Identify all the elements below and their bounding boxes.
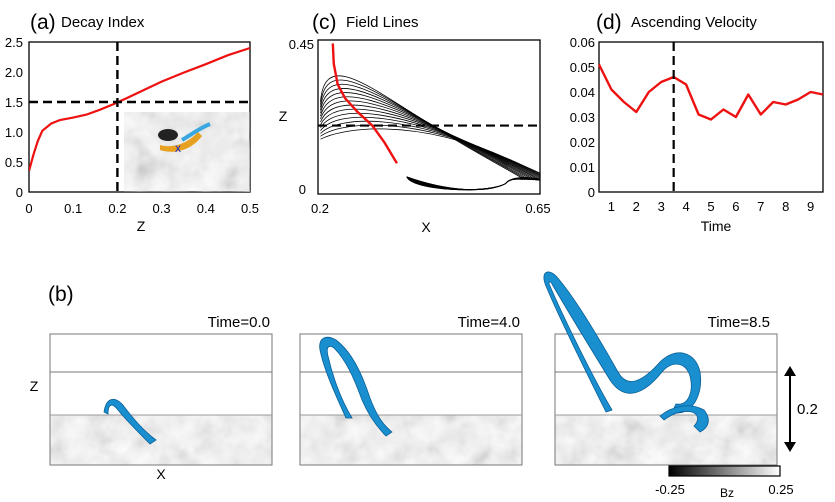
colorbar-gradient	[668, 465, 781, 477]
snapshot-2: Time=4.0	[299, 314, 523, 466]
panel-a-decay-curve	[29, 46, 250, 172]
panel-c-xtick-right: 0.65	[525, 201, 550, 216]
panel-a-xtick-label: 0.4	[197, 201, 215, 216]
snapshot-3-flux-rope	[543, 271, 702, 414]
snapshot-3-rope-foot	[659, 405, 709, 433]
colorbar: -0.25 Bz 0.25	[655, 465, 794, 500]
panel-d-ytick-label: 0.01	[570, 160, 595, 175]
scale-bar-label: 0.2	[797, 401, 818, 418]
snapshot-3-box	[554, 333, 778, 466]
panel-c-chart: 0.45 0 0.2 0.65 X Z	[279, 37, 551, 235]
panel-d-ytick-label: 0.04	[570, 85, 595, 100]
scale-bar-arrow-up	[784, 366, 796, 376]
panel-c-field-lines	[320, 75, 540, 191]
panel-d-xtick-label: 7	[757, 199, 764, 214]
panel-c-ytick-top: 0.45	[289, 37, 314, 52]
panel-d-xtick-label: 6	[732, 199, 739, 214]
panel-a-inset: x	[124, 112, 250, 192]
snapshot-3-magnetogram	[555, 415, 777, 465]
panel-d-xtick-label: 1	[608, 199, 615, 214]
inset-magnetogram	[124, 112, 250, 192]
panel-a-xlabel: Z	[137, 218, 146, 234]
colorbar-max-label: 0.25	[768, 482, 793, 497]
panel-d-ytick-label: 0.03	[570, 110, 595, 125]
panel-d-xticks: 1 2 3 4 5 6 7 8 9	[608, 199, 814, 214]
inset-dark-spot	[158, 129, 178, 141]
scale-bar: 0.2	[784, 366, 818, 452]
panel-d-ytick-label: 0.05	[570, 60, 595, 75]
panel-a-ytick-label: 0.5	[5, 155, 23, 170]
panel-d-letter: (d)	[596, 11, 622, 34]
snapshot-2-flux-rope	[319, 336, 393, 437]
colorbar-title: Bz	[720, 486, 734, 500]
panel-a-xtick-label: 0.3	[153, 201, 171, 216]
snapshot-1-flux-rope	[103, 398, 157, 445]
panel-a-ytick-label: 1.5	[5, 95, 23, 110]
inset-blue-rope	[180, 122, 211, 142]
snapshot-1-magnetogram	[50, 415, 272, 465]
panel-a-chart: 0 0.5 1.0 1.5 2.0 2.5 0 0.1 0.2 0.3 0.4 0.5 x Z	[5, 35, 259, 234]
inset-orange-ribbon	[160, 132, 202, 152]
panel-d-yticks: 0 0.01 0.02 0.03 0.04 0.05 0.06	[570, 35, 595, 200]
panel-a-xtick-label: 0	[25, 201, 32, 216]
panel-c-frame	[317, 39, 541, 195]
snapshot-3-label: Time=8.5	[708, 314, 770, 331]
panel-c-ylabel: Z	[279, 108, 288, 124]
panel-a-ytick-label: 2.0	[5, 65, 23, 80]
panel-a-ytick-label: 0	[16, 185, 23, 200]
snapshot-1: Time=0.0	[49, 314, 273, 466]
panel-b-snapshots: Time=0.0 Time=4.0 Time=8.5 Z X	[30, 271, 818, 500]
panel-d-xtick-label: 3	[658, 199, 665, 214]
panel-d-title: Ascending Velocity	[631, 14, 757, 31]
panel-a-title: Decay Index	[61, 14, 145, 31]
panel-b-x-label: X	[156, 466, 166, 482]
snapshot-2-box	[299, 333, 523, 466]
panel-d-xtick-label: 9	[807, 199, 814, 214]
snapshot-1-label: Time=0.0	[208, 314, 270, 331]
panel-a-xtick-label: 0.2	[108, 201, 126, 216]
panel-b-letter: (b)	[48, 283, 74, 306]
panel-d-xlabel: Time	[701, 218, 732, 234]
snapshot-2-magnetogram	[300, 415, 522, 465]
panel-a-xtick-label: 0.5	[241, 201, 259, 216]
snapshot-2-label: Time=4.0	[458, 314, 520, 331]
panel-c-xlabel: X	[421, 219, 431, 235]
colorbar-min-label: -0.25	[655, 482, 685, 497]
panel-a-letter: (a)	[30, 11, 56, 34]
panel-a-ytick-label: 2.5	[5, 35, 23, 50]
panel-d-xtick-label: 4	[682, 199, 689, 214]
panel-d-xtick-label: 5	[707, 199, 714, 214]
panel-d-velocity-curve	[597, 63, 824, 121]
panel-d-xtick-label: 8	[782, 199, 789, 214]
panel-a-yticks: 0 0.5 1.0 1.5 2.0 2.5	[5, 35, 23, 200]
panel-c-title: Field Lines	[346, 14, 419, 31]
snapshot-1-box	[49, 333, 273, 466]
panel-c-highlight-line	[331, 43, 398, 164]
scale-bar-arrow-down	[784, 442, 796, 452]
panel-d-frame	[598, 41, 824, 193]
panel-d-ytick-label: 0.02	[570, 135, 595, 150]
panel-c-xtick-left: 0.2	[311, 201, 329, 216]
field-line	[320, 128, 540, 191]
panel-d-ytick-label: 0	[588, 185, 595, 200]
panel-a-xtick-label: 0.1	[64, 201, 82, 216]
panel-a-xticks: 0 0.1 0.2 0.3 0.4 0.5	[25, 201, 259, 216]
panel-c-ytick-bottom: 0	[299, 182, 306, 197]
panel-a-ytick-label: 1.0	[5, 125, 23, 140]
panel-b-z-label: Z	[30, 378, 39, 394]
panel-d-chart: 0 0.01 0.02 0.03 0.04 0.05 0.06 1 2 3 4 5 6 7 8 9 Time	[570, 35, 824, 234]
panel-d-xtick-label: 2	[633, 199, 640, 214]
inset-marker: x	[175, 141, 181, 155]
panel-c-letter: (c)	[312, 11, 337, 34]
snapshot-3: Time=8.5	[543, 271, 778, 466]
panel-d-ytick-label: 0.06	[570, 35, 595, 50]
